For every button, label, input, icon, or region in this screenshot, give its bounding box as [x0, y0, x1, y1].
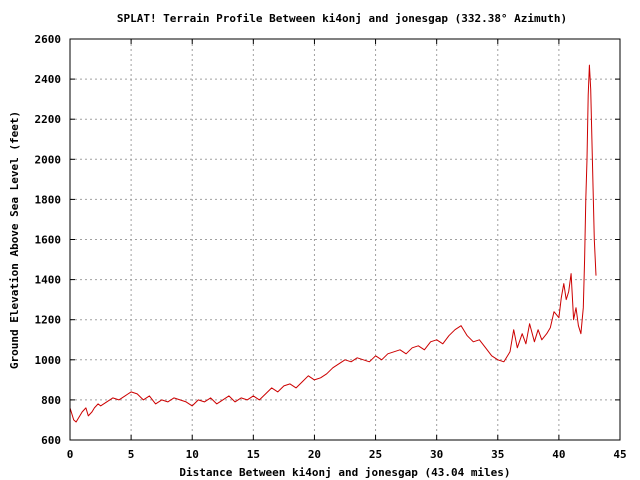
- y-tick-label: 2000: [35, 153, 62, 166]
- x-tick-label: 0: [67, 448, 74, 461]
- x-tick-label: 30: [430, 448, 443, 461]
- x-tick-label: 20: [308, 448, 321, 461]
- y-tick-label: 1600: [35, 234, 62, 247]
- x-tick-label: 5: [128, 448, 135, 461]
- y-tick-label: 1400: [35, 274, 62, 287]
- y-tick-label: 2600: [35, 33, 62, 46]
- x-axis-label: Distance Between ki4onj and jonesgap (43…: [179, 466, 510, 479]
- y-tick-label: 2400: [35, 73, 62, 86]
- x-tick-label: 15: [247, 448, 260, 461]
- y-tick-label: 1000: [35, 354, 62, 367]
- y-tick-label: 1800: [35, 193, 62, 206]
- plot-frame: [69, 38, 621, 441]
- y-axis-label: Ground Elevation Above Sea Level (feet): [8, 111, 21, 369]
- y-tick-label: 1200: [35, 314, 62, 327]
- chart-title: SPLAT! Terrain Profile Between ki4onj an…: [117, 12, 567, 25]
- series-group: [69, 64, 597, 423]
- terrain-profile-line: [69, 64, 597, 423]
- y-tick-label: 800: [41, 394, 61, 407]
- x-tick-label: 25: [369, 448, 382, 461]
- y-tick-label: 600: [41, 434, 61, 447]
- x-tick-label: 40: [552, 448, 565, 461]
- x-tick-label: 35: [491, 448, 504, 461]
- axis-ticks: 0 5 10 15 20 25 30 35 40 45 600 800 1000 1200 1400 1600…: [35, 33, 627, 461]
- grid-lines: [70, 39, 620, 440]
- y-tick-label: 2200: [35, 113, 62, 126]
- x-tick-label: 10: [186, 448, 199, 461]
- x-tick-label: 45: [613, 448, 626, 461]
